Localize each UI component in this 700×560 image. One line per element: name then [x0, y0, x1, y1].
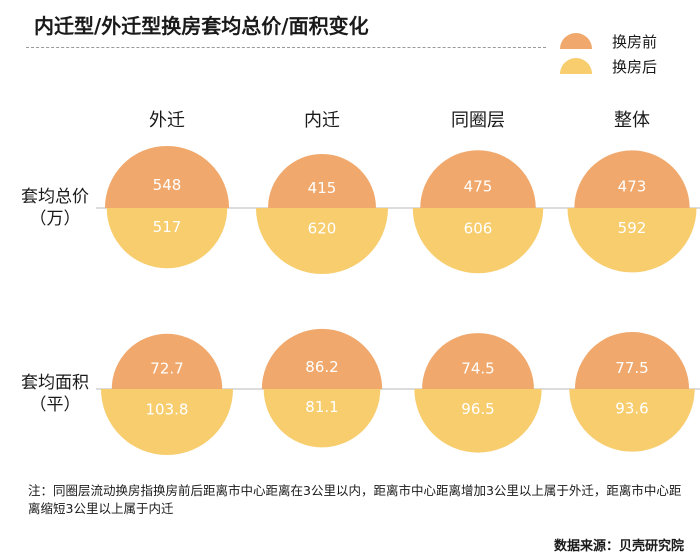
value-label-before-area-inward: 86.2 [305, 358, 338, 376]
semicircle-before-price-inward [268, 154, 376, 208]
semicircle-after-area-overall [569, 389, 695, 452]
value-label-after-price-inward: 620 [308, 220, 337, 238]
footnote: 注：同圈层流动换房指换房前后距离市中心距离在3公里以内，距离市中心距离增加3公里… [28, 483, 682, 516]
chart-title: 内迁型/外迁型换房套均总价/面积变化 [34, 14, 369, 38]
value-label-after-price-overall: 592 [618, 219, 647, 237]
row-label-area-line2: （平） [29, 395, 81, 415]
value-label-before-area-overall: 77.5 [615, 359, 648, 377]
row-label-area-line1: 套均面积 [21, 373, 89, 393]
legend-label-after: 换房后 [612, 57, 658, 76]
semicircle-after-area-same-ring [414, 389, 542, 453]
title-underline [26, 47, 546, 48]
semicircle-before-area-inward [261, 328, 383, 389]
semicircle-after-area-inward [263, 389, 381, 448]
value-label-after-area-outward: 103.8 [146, 401, 189, 419]
value-label-after-price-outward: 517 [153, 218, 182, 236]
value-label-before-price-inward: 415 [308, 179, 337, 197]
legend-swatch-after [560, 58, 592, 74]
semicircle-before-area-overall [574, 331, 690, 389]
row-label-area: 套均面积 （平） [0, 372, 110, 416]
semicircle-after-price-overall [567, 208, 697, 273]
row-label-price: 套均总价 （万） [0, 186, 110, 230]
column-header-inward: 内迁 [304, 110, 340, 131]
semicircle-before-price-same-ring [420, 150, 536, 208]
value-label-before-price-overall: 473 [618, 178, 647, 196]
value-label-after-area-same-ring: 96.5 [461, 400, 494, 418]
legend-item-before: 换房前 [560, 30, 657, 52]
semicircle-before-price-overall [574, 150, 690, 208]
value-label-before-area-outward: 72.7 [150, 360, 183, 378]
legend-swatch-before [560, 33, 592, 49]
value-label-before-price-outward: 548 [153, 176, 182, 194]
value-label-after-area-inward: 81.1 [305, 398, 338, 416]
column-header-same-ring: 同圈层 [451, 110, 505, 131]
semicircle-after-price-inward [256, 208, 388, 274]
row-label-price-line1: 套均总价 [21, 187, 89, 207]
legend-item-after: 换房后 [560, 55, 657, 77]
legend-label-before: 换房前 [612, 32, 658, 51]
value-label-after-area-overall: 93.6 [615, 400, 648, 418]
value-label-before-area-same-ring: 74.5 [461, 359, 494, 377]
semicircle-before-area-same-ring [422, 333, 534, 389]
semicircle-before-area-outward [111, 333, 223, 389]
column-header-outward: 外迁 [149, 110, 185, 131]
semicircle-after-price-same-ring [412, 208, 544, 274]
semicircle-after-area-outward [101, 389, 233, 455]
semicircle-before-price-outward [104, 145, 230, 208]
value-label-before-price-same-ring: 475 [464, 178, 493, 196]
semicircle-after-price-outward [106, 208, 228, 269]
data-source: 数据来源：贝壳研究院 [553, 539, 684, 554]
row-label-price-line2: （万） [29, 209, 81, 229]
column-header-overall: 整体 [614, 110, 650, 131]
value-label-after-price-same-ring: 606 [464, 219, 493, 237]
